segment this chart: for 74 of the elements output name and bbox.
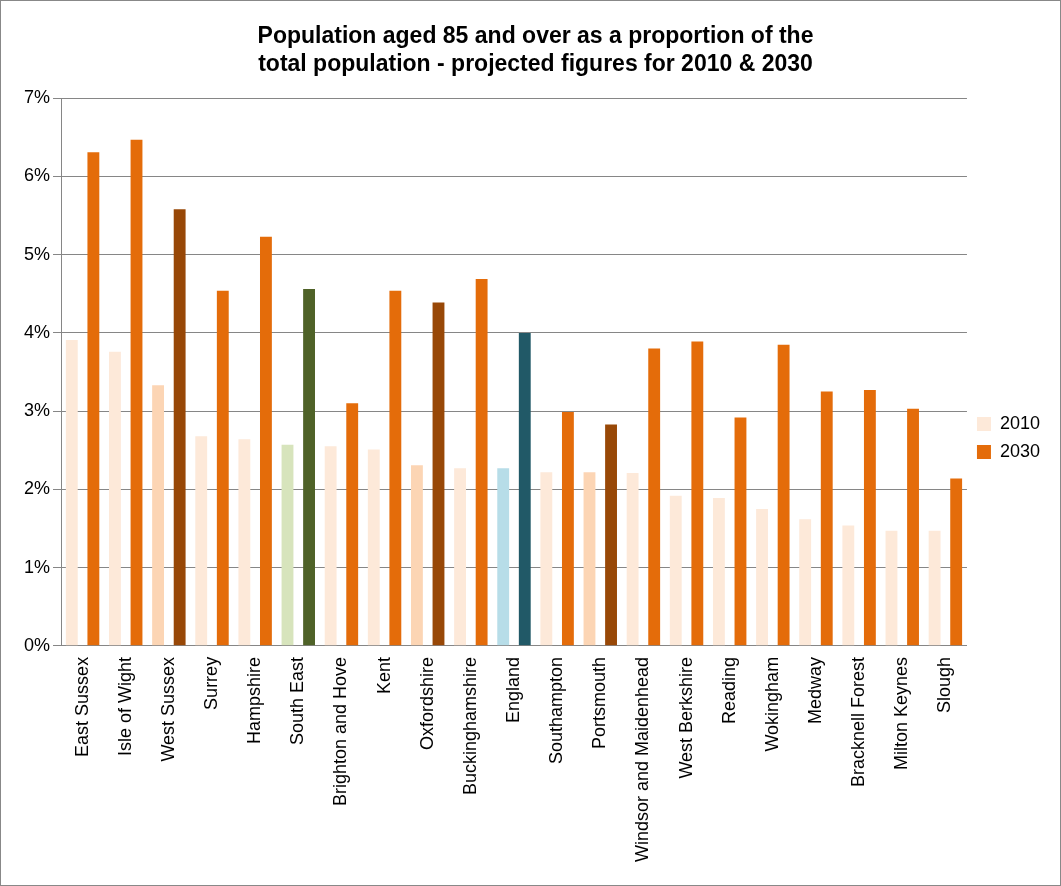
bar bbox=[260, 236, 272, 646]
bar bbox=[756, 508, 768, 646]
x-tick-label: Brighton and Hove bbox=[330, 656, 351, 806]
y-tick-label: 4% bbox=[24, 321, 51, 342]
x-tick-label: Oxfordshire bbox=[416, 656, 437, 750]
legend-label: 2030 bbox=[999, 440, 1040, 461]
bar bbox=[432, 302, 445, 646]
bar bbox=[648, 348, 661, 646]
bar bbox=[734, 417, 747, 646]
bar bbox=[799, 519, 812, 646]
bar bbox=[238, 439, 251, 646]
bar bbox=[907, 408, 919, 646]
x-tick-label: Buckinghamshire bbox=[459, 656, 480, 795]
y-tick-label: 0% bbox=[24, 634, 51, 655]
bar bbox=[561, 411, 574, 646]
bar bbox=[712, 498, 725, 646]
y-tick-label: 5% bbox=[24, 243, 51, 264]
bar bbox=[130, 139, 143, 646]
bar bbox=[497, 468, 510, 646]
bar bbox=[109, 351, 121, 646]
x-tick-label: Medway bbox=[804, 656, 825, 724]
bar bbox=[885, 530, 898, 646]
x-tick-label: Wokingham bbox=[761, 656, 782, 752]
x-tick-label: Kent bbox=[373, 656, 394, 694]
x-tick-label: South East bbox=[287, 656, 308, 745]
bar bbox=[605, 424, 617, 646]
bar bbox=[303, 289, 315, 646]
bar bbox=[195, 436, 208, 646]
bar bbox=[87, 152, 100, 646]
chart-title: Population aged 85 and over as a proportion of the total population - projected figures for 2010 & 2030 bbox=[257, 22, 814, 76]
bar bbox=[928, 530, 941, 646]
x-tick-label: Windsor and Maidenhead bbox=[632, 656, 653, 863]
bar bbox=[518, 332, 531, 646]
y-tick-label: 1% bbox=[24, 556, 51, 577]
x-tick-label: Southampton bbox=[546, 656, 567, 764]
bar bbox=[389, 290, 402, 646]
bar bbox=[281, 444, 294, 646]
x-tick-label: Slough bbox=[934, 656, 955, 713]
y-tick-label: 6% bbox=[24, 165, 51, 186]
bar bbox=[65, 339, 78, 646]
bar bbox=[863, 390, 876, 646]
bar bbox=[540, 472, 553, 646]
x-tick-label: Reading bbox=[718, 656, 739, 724]
bar bbox=[216, 290, 229, 646]
x-tick-label: England bbox=[502, 656, 523, 723]
bar bbox=[346, 403, 359, 646]
y-tick-label: 3% bbox=[24, 400, 51, 421]
x-tick-label: Milton Keynes bbox=[891, 656, 912, 770]
legend-label: 2010 bbox=[999, 412, 1040, 433]
x-tick-label: West Sussex bbox=[157, 656, 178, 762]
x-tick-label: Surrey bbox=[200, 656, 221, 710]
bar bbox=[454, 468, 466, 646]
bar bbox=[475, 278, 488, 646]
bar bbox=[410, 465, 423, 646]
bar bbox=[324, 446, 337, 646]
bar bbox=[669, 495, 682, 646]
bar bbox=[777, 344, 790, 646]
bar bbox=[842, 525, 855, 646]
bar bbox=[583, 472, 596, 646]
y-tick-label: 7% bbox=[24, 87, 51, 108]
bar bbox=[173, 209, 186, 646]
bar bbox=[950, 478, 963, 646]
bar bbox=[820, 391, 833, 646]
y-tick-label: 2% bbox=[24, 478, 51, 499]
x-tick-label: West Berkshire bbox=[675, 656, 696, 779]
x-tick-label: Isle of Wight bbox=[114, 656, 135, 756]
x-tick-label: Bracknell Forest bbox=[848, 656, 869, 787]
bar bbox=[691, 341, 704, 646]
bar bbox=[626, 472, 639, 646]
x-tick-label: Hampshire bbox=[244, 656, 265, 744]
bar bbox=[152, 385, 165, 646]
bar bbox=[367, 449, 380, 646]
x-tick-label: East Sussex bbox=[71, 656, 92, 757]
x-tick-label: Portsmouth bbox=[589, 656, 610, 749]
